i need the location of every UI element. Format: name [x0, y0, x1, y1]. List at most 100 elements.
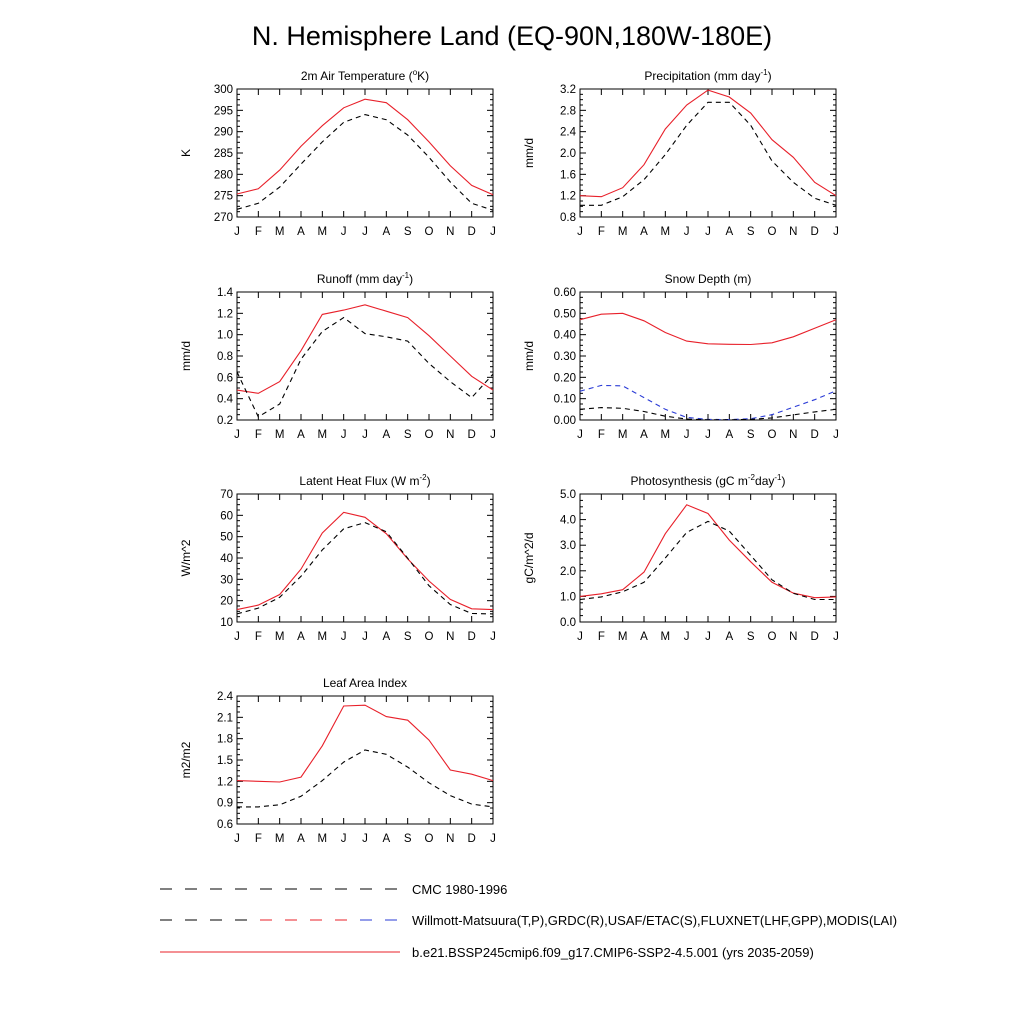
x-tick-label: O	[425, 833, 434, 845]
x-tick-label: M	[618, 226, 628, 238]
series-line-obs-2	[579, 520, 836, 601]
y-tick-label: 50	[220, 532, 233, 544]
legend: CMC 1980-1996 Willmott-Matsuura(T,P),GRDC…	[160, 882, 897, 960]
y-tick-label: 70	[220, 489, 233, 501]
x-tick-label: J	[684, 429, 690, 441]
x-tick-label: M	[275, 631, 285, 643]
x-tick-label: F	[598, 631, 605, 643]
x-tick-label: M	[618, 429, 628, 441]
panel-1: 2m Air Temperature (oK) K 270 275 280 285 290 2…	[179, 68, 496, 238]
y-tick-label: 0.8	[560, 212, 576, 224]
panel-7: Leaf Area Index m2/m2 0.6 0.9 1.2 1.5 1.8 2.1 2.…	[179, 676, 496, 845]
y-tick-label: 30	[220, 574, 233, 586]
x-tick-label: A	[297, 833, 305, 845]
x-tick-label: A	[725, 631, 733, 643]
y-axis-label: mm/d	[522, 341, 536, 371]
x-tick-label: M	[275, 429, 285, 441]
y-tick-label: 3.2	[560, 84, 576, 96]
series-line-model-1	[236, 304, 494, 394]
panels: 2m Air Temperature (oK) K 270 275 280 285 290 2…	[179, 68, 839, 845]
y-tick-label: 3.0	[560, 540, 576, 552]
x-tick-label: J	[705, 429, 711, 441]
y-tick-label: 0.6	[217, 372, 233, 384]
x-tick-label: D	[468, 833, 476, 845]
legend-entry-3: b.e21.BSSP245cmip6.f09_g17.CMIP6-SSP2-4.…	[160, 945, 814, 960]
x-tick-label: O	[768, 429, 777, 441]
x-tick-label: N	[446, 833, 454, 845]
x-tick-label: O	[768, 631, 777, 643]
panel-title: Latent Heat Flux (W m-2)	[299, 473, 430, 488]
y-tick-label: 1.6	[560, 169, 576, 181]
x-tick-label: J	[234, 631, 240, 643]
y-tick-label: 0.30	[554, 351, 576, 363]
y-tick-label: 0.9	[217, 798, 233, 810]
series-line-model-1	[579, 312, 837, 346]
y-tick-label: 20	[220, 596, 233, 608]
y-tick-label: 0.6	[217, 819, 233, 831]
x-tick-label: J	[684, 631, 690, 643]
x-tick-label: N	[789, 631, 797, 643]
panel-2: Precipitation (mm day-1) mm/d 0.8 1.2 1.6 2.0…	[522, 68, 839, 238]
series-line-obs-2	[236, 522, 494, 615]
x-tick-label: D	[468, 429, 476, 441]
series-line-obs-2	[580, 101, 837, 206]
y-tick-label: 5.0	[560, 489, 576, 501]
panel-3: Runoff (mm day-1) mm/d 0.2 0.4 0.6 0.8 1.0 1.2 1…	[179, 271, 496, 441]
x-tick-label: N	[789, 429, 797, 441]
series-line-obs-2	[236, 114, 494, 211]
x-tick-label: N	[446, 429, 454, 441]
y-tick-label: 1.5	[217, 755, 233, 767]
series-line-model-1	[579, 504, 837, 599]
y-tick-label: 295	[214, 105, 233, 117]
x-tick-label: J	[577, 226, 583, 238]
panel-title: 2m Air Temperature (oK)	[301, 68, 429, 83]
x-tick-label: J	[705, 631, 711, 643]
plot-frame	[579, 88, 837, 218]
x-tick-label: A	[725, 226, 733, 238]
y-tick-label: 0.50	[554, 308, 576, 320]
series-line-model-1	[236, 704, 494, 783]
x-tick-label: F	[255, 429, 262, 441]
x-tick-label: S	[747, 429, 755, 441]
y-tick-label: 0.20	[554, 372, 576, 384]
panel-title: Snow Depth (m)	[665, 272, 752, 286]
y-tick-label: 275	[214, 191, 233, 203]
x-tick-label: J	[684, 226, 690, 238]
x-tick-label: A	[640, 226, 648, 238]
y-tick-label: 0.40	[554, 330, 576, 342]
x-tick-label: D	[811, 226, 819, 238]
y-axis-label: gC/m^2/d	[522, 533, 536, 584]
x-tick-label: J	[490, 631, 496, 643]
x-tick-label: J	[362, 833, 368, 845]
y-tick-label: 285	[214, 148, 233, 160]
y-tick-label: 2.1	[217, 712, 233, 724]
y-tick-label: 2.4	[217, 691, 234, 703]
legend-label: Willmott-Matsuura(T,P),GRDC(R),USAF/ETAC…	[412, 913, 897, 928]
x-tick-label: D	[811, 429, 819, 441]
x-tick-label: S	[747, 631, 755, 643]
y-tick-label: 270	[214, 212, 233, 224]
x-tick-label: A	[382, 833, 390, 845]
x-tick-label: O	[425, 631, 434, 643]
panel-title: Precipitation (mm day-1)	[644, 68, 771, 83]
x-tick-label: N	[446, 631, 454, 643]
x-tick-label: J	[341, 631, 347, 643]
legend-label: b.e21.BSSP245cmip6.f09_g17.CMIP6-SSP2-4.…	[412, 945, 814, 960]
y-tick-label: 0.0	[560, 617, 576, 629]
x-tick-label: J	[705, 226, 711, 238]
x-tick-label: A	[725, 429, 733, 441]
figure-title: N. Hemisphere Land (EQ-90N,180W-180E)	[252, 21, 772, 51]
series-line-obs-2	[237, 749, 494, 808]
y-tick-label: 1.2	[217, 308, 233, 320]
x-tick-label: F	[598, 226, 605, 238]
y-tick-label: 0.60	[554, 287, 576, 299]
x-tick-label: J	[362, 429, 368, 441]
panel-5: Latent Heat Flux (W m-2) W/m^2 10 20 30 40 50 6…	[179, 473, 496, 643]
y-tick-label: 1.0	[560, 591, 576, 603]
x-tick-label: J	[833, 429, 839, 441]
series-line-model-1	[236, 98, 494, 196]
y-tick-label: 10	[220, 617, 233, 629]
panel-title: Runoff (mm day-1)	[317, 271, 413, 286]
x-tick-label: D	[468, 631, 476, 643]
